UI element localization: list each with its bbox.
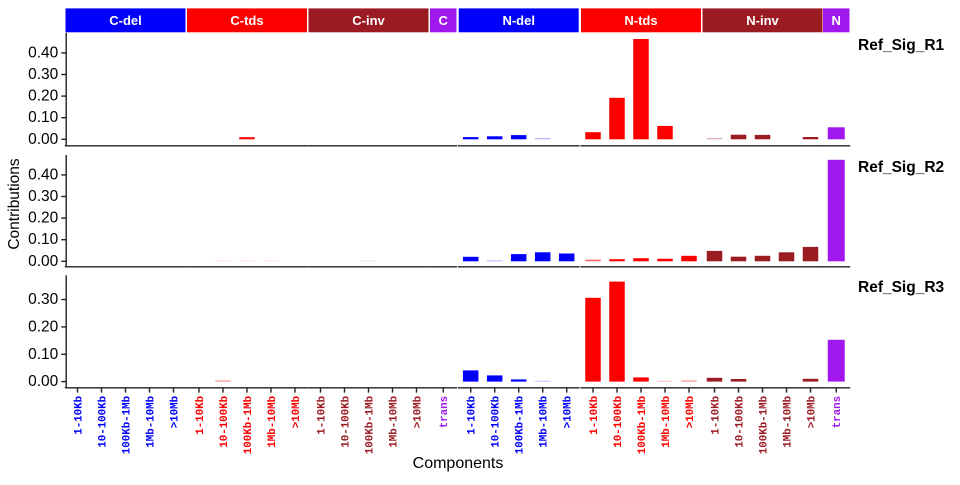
svg-text:0.30: 0.30 <box>28 188 59 205</box>
svg-text:0.20: 0.20 <box>28 210 59 227</box>
svg-text:0.20: 0.20 <box>28 88 59 105</box>
svg-text:10-100Kb: 10-100Kb <box>735 396 747 448</box>
svg-text:C-tds: C-tds <box>230 13 263 28</box>
svg-text:0.00: 0.00 <box>28 373 59 390</box>
svg-text:C-inv: C-inv <box>352 13 385 28</box>
svg-text:1-10Kb: 1-10Kb <box>317 396 329 435</box>
svg-text:Components: Components <box>413 455 504 472</box>
svg-text:N-tds: N-tds <box>624 13 657 28</box>
svg-text:Ref_Sig_R3: Ref_Sig_R3 <box>858 279 945 296</box>
svg-text:N: N <box>832 13 841 28</box>
svg-text:1-10Kb: 1-10Kb <box>711 396 723 435</box>
svg-text:N-inv: N-inv <box>746 13 779 28</box>
svg-text:1-10Kb: 1-10Kb <box>195 396 207 435</box>
svg-text:Ref_Sig_R1: Ref_Sig_R1 <box>858 37 945 54</box>
svg-text:>10Mb: >10Mb <box>170 396 182 428</box>
svg-text:1Mb-10Mb: 1Mb-10Mb <box>539 396 551 448</box>
svg-text:100Kb-1Mb: 100Kb-1Mb <box>365 396 377 454</box>
svg-text:trans: trans <box>832 396 844 428</box>
svg-text:0.00: 0.00 <box>28 253 59 270</box>
svg-text:0.40: 0.40 <box>28 44 59 61</box>
svg-text:1Mb-10Mb: 1Mb-10Mb <box>146 396 158 448</box>
svg-text:N-del: N-del <box>502 13 535 28</box>
svg-text:>10Mb: >10Mb <box>291 396 303 428</box>
svg-text:>10Mb: >10Mb <box>413 396 425 428</box>
svg-text:0.30: 0.30 <box>28 66 59 83</box>
svg-text:1Mb-10Mb: 1Mb-10Mb <box>267 396 279 448</box>
svg-text:0.30: 0.30 <box>28 291 59 308</box>
svg-text:0.40: 0.40 <box>28 166 59 183</box>
svg-text:10-100Kb: 10-100Kb <box>341 396 353 448</box>
svg-text:1Mb-10Mb: 1Mb-10Mb <box>783 396 795 448</box>
svg-text:1Mb-10Mb: 1Mb-10Mb <box>389 396 401 448</box>
svg-text:0.00: 0.00 <box>28 131 59 148</box>
svg-text:>10Mb: >10Mb <box>685 396 697 428</box>
svg-text:Ref_Sig_R2: Ref_Sig_R2 <box>858 159 944 176</box>
svg-text:0.10: 0.10 <box>28 231 59 248</box>
svg-text:Contributions: Contributions <box>6 158 23 250</box>
svg-text:C: C <box>439 13 449 28</box>
svg-text:>10Mb: >10Mb <box>807 396 819 428</box>
svg-text:100Kb-1Mb: 100Kb-1Mb <box>515 396 527 454</box>
svg-text:0.20: 0.20 <box>28 318 59 335</box>
svg-text:1-10Kb: 1-10Kb <box>467 396 479 435</box>
svg-text:100Kb-1Mb: 100Kb-1Mb <box>637 396 649 454</box>
svg-text:1-10Kb: 1-10Kb <box>74 396 86 435</box>
svg-text:C-del: C-del <box>109 13 142 28</box>
svg-text:>10Mb: >10Mb <box>563 396 575 428</box>
svg-text:0.10: 0.10 <box>28 109 59 126</box>
svg-text:trans: trans <box>439 396 451 428</box>
svg-text:10-100Kb: 10-100Kb <box>98 396 110 448</box>
svg-text:10-100Kb: 10-100Kb <box>491 396 503 448</box>
svg-text:100Kb-1Mb: 100Kb-1Mb <box>243 396 255 454</box>
svg-text:1-10Kb: 1-10Kb <box>589 396 601 435</box>
svg-text:1Mb-10Mb: 1Mb-10Mb <box>661 396 673 448</box>
svg-text:10-100Kb: 10-100Kb <box>219 396 231 448</box>
svg-text:100Kb-1Mb: 100Kb-1Mb <box>759 396 771 454</box>
svg-text:0.10: 0.10 <box>28 346 59 363</box>
svg-text:10-100Kb: 10-100Kb <box>613 396 625 448</box>
svg-text:100Kb-1Mb: 100Kb-1Mb <box>122 396 134 454</box>
